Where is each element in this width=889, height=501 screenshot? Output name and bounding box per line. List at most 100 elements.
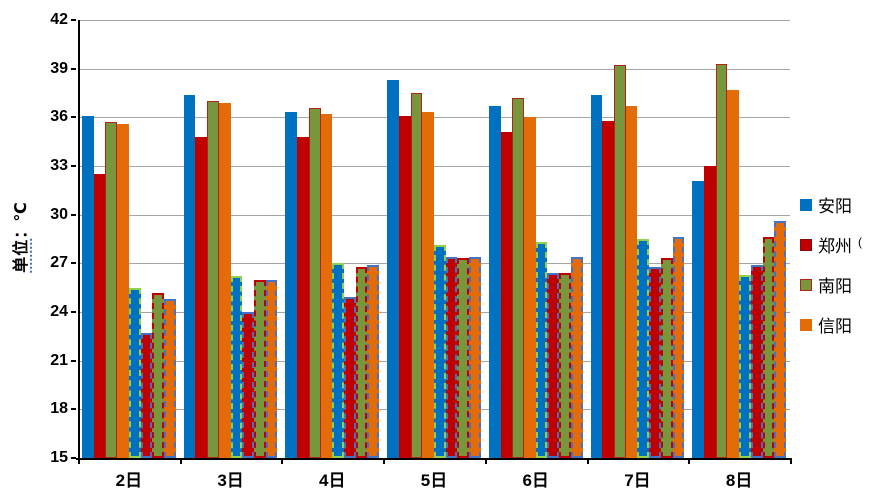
gridline <box>78 20 790 21</box>
bar-南阳-solid-2日 <box>105 122 118 458</box>
bar-信阳-solid-4日 <box>320 114 333 458</box>
x-tick-label: 3日 <box>217 471 244 490</box>
y-tick-label: 33 <box>50 157 68 174</box>
legend-label: 南阳 <box>818 277 852 296</box>
x-axis-line <box>76 458 792 460</box>
x-tick-label: 6日 <box>522 471 549 490</box>
y-tick-label: 39 <box>50 59 68 77</box>
legend-swatch-icon <box>800 278 812 291</box>
y-tick-mark <box>71 213 76 216</box>
bar-信阳-dashed-2日 <box>164 299 176 458</box>
y-tick-label: 27 <box>50 254 68 272</box>
bar-郑州-solid-4日 <box>297 136 309 458</box>
bar-郑州-dashed-8日 <box>750 264 763 458</box>
bar-南阳-dashed-4日 <box>355 266 368 458</box>
bar-南阳-solid-5日 <box>410 93 423 458</box>
legend-swatch-icon <box>800 318 812 331</box>
bar-安阳-solid-4日 <box>285 112 298 458</box>
bar-安阳-dashed-7日 <box>637 239 650 458</box>
bar-信阳-dashed-6日 <box>570 256 583 458</box>
y-tick-label: 30 <box>50 205 68 223</box>
bar-安阳-dashed-3日 <box>230 276 243 458</box>
x-tick-mark <box>586 459 589 464</box>
y-tick-mark <box>71 457 76 459</box>
gridline <box>78 166 790 167</box>
x-tick-mark <box>484 459 487 464</box>
bar-信阳-dashed-5日 <box>469 256 481 458</box>
bar-南阳-solid-7日 <box>614 65 626 458</box>
y-tick-mark <box>71 67 76 70</box>
bar-南阳-solid-3日 <box>207 101 219 458</box>
gridline <box>78 68 790 70</box>
x-tick-label: 5日 <box>420 471 448 490</box>
legend-item-南阳: 南阳 <box>800 272 889 297</box>
y-tick-label: 42 <box>50 11 68 28</box>
bar-信阳-dashed-4日 <box>367 264 380 458</box>
bar-信阳-solid-7日 <box>625 105 638 458</box>
bar-郑州-solid-3日 <box>195 136 208 458</box>
bar-郑州-solid-7日 <box>602 120 614 458</box>
y-tick-label: 24 <box>50 303 68 320</box>
legend-item-郑州: 郑州 ( <box>800 232 889 257</box>
bar-安阳-dashed-2日 <box>128 287 141 458</box>
y-tick-label: 15 <box>50 449 68 466</box>
bar-南阳-dashed-8日 <box>762 237 775 458</box>
bar-郑州-dashed-7日 <box>649 266 661 458</box>
bar-南阳-solid-4日 <box>308 107 321 458</box>
bar-郑州-dashed-4日 <box>344 297 356 458</box>
legend-label: 安阳 <box>818 197 852 216</box>
bar-郑州-dashed-2日 <box>140 333 153 458</box>
gridline <box>78 117 790 119</box>
y-tick-mark <box>71 19 76 21</box>
bar-信阳-solid-3日 <box>218 102 231 458</box>
y-tick-mark <box>71 408 76 411</box>
bar-安阳-solid-3日 <box>183 94 196 458</box>
legend-swatch-icon <box>800 198 812 211</box>
legend-label-truncated-char: ( <box>858 234 862 249</box>
bar-安阳-dashed-8日 <box>739 274 751 458</box>
bar-郑州-dashed-5日 <box>445 256 458 458</box>
bar-南阳-dashed-6日 <box>559 273 571 458</box>
y-tick-label: 18 <box>50 400 68 418</box>
bar-郑州-solid-8日 <box>704 166 716 458</box>
bar-信阳-solid-5日 <box>422 112 434 458</box>
y-tick-mark <box>71 311 76 313</box>
bar-郑州-solid-5日 <box>398 115 411 458</box>
bar-安阳-solid-7日 <box>590 94 603 458</box>
legend-label: 信阳 <box>818 317 852 336</box>
x-tick-mark <box>383 459 386 464</box>
bar-南阳-dashed-7日 <box>660 258 673 458</box>
y-tick-mark <box>71 262 76 265</box>
x-tick-mark <box>281 459 284 464</box>
bar-南阳-solid-8日 <box>715 63 728 458</box>
x-tick-label: 8日 <box>725 471 753 490</box>
bar-安阳-dashed-6日 <box>535 242 548 458</box>
bar-信阳-dashed-3日 <box>265 279 278 458</box>
bar-安阳-solid-8日 <box>692 180 704 458</box>
y-tick-mark <box>71 165 76 167</box>
bar-郑州-dashed-6日 <box>547 273 560 458</box>
bar-信阳-dashed-8日 <box>774 221 786 458</box>
bar-安阳-solid-6日 <box>488 105 501 458</box>
legend-label: 郑州 <box>818 237 852 256</box>
y-axis-line <box>78 20 80 462</box>
legend-item-信阳: 信阳 <box>800 312 889 337</box>
x-tick-label: 4日 <box>319 471 346 490</box>
bar-南阳-dashed-5日 <box>457 258 470 458</box>
bar-安阳-dashed-4日 <box>332 263 344 458</box>
bar-南阳-solid-6日 <box>512 97 524 458</box>
y-tick-mark <box>71 359 76 362</box>
x-tick-label: 7日 <box>624 471 651 490</box>
legend-swatch-icon <box>800 238 812 251</box>
gridline <box>78 214 790 216</box>
x-tick-label: 2日 <box>115 471 143 490</box>
bar-安阳-solid-2日 <box>82 115 94 458</box>
bar-信阳-solid-2日 <box>117 123 129 458</box>
legend: 安阳郑州 ( 南阳信阳 <box>800 192 889 337</box>
bar-安阳-dashed-5日 <box>434 245 446 458</box>
x-tick-mark <box>688 459 691 464</box>
bar-信阳-solid-8日 <box>727 89 740 458</box>
bar-安阳-solid-5日 <box>387 80 399 458</box>
x-tick-mark <box>790 459 792 464</box>
bar-南阳-dashed-2日 <box>152 292 164 458</box>
